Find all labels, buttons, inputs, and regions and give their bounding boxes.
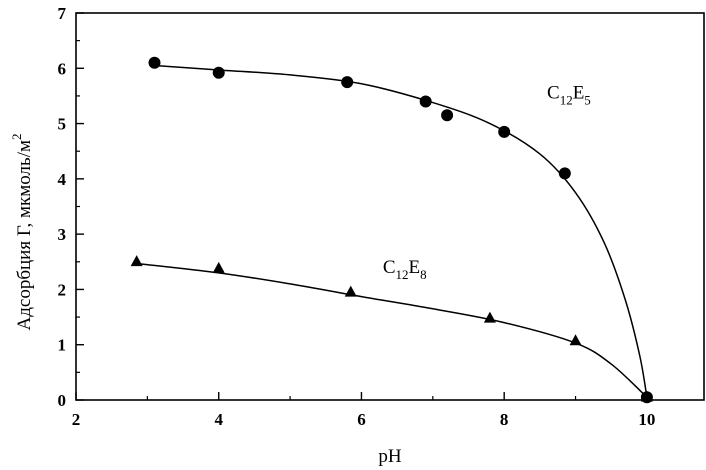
y-tick-label: 6 <box>58 59 67 78</box>
labels-layer: pH Адсорбция Γ, мкмоль/м2 <box>9 134 402 468</box>
series-label-part: E <box>409 257 421 278</box>
data-point-c12e5 <box>441 109 454 122</box>
y-tick-label: 2 <box>58 280 67 299</box>
series-label-c12e5: C12E5 <box>547 83 591 108</box>
data-point-c12e8 <box>130 255 143 267</box>
y-axis-label-text: Адсорбция Γ, мкмоль/м <box>14 140 35 331</box>
series-label-sub: 12 <box>396 267 409 282</box>
series-c12e8: C12E8 <box>130 255 653 402</box>
series-line-c12e8 <box>136 262 648 398</box>
data-point-c12e8 <box>483 311 496 323</box>
y-tick-label: 4 <box>58 170 67 189</box>
data-point-c12e5 <box>558 167 571 180</box>
x-tick-label: 4 <box>214 410 223 429</box>
series-label-sub: 8 <box>420 267 427 282</box>
y-tick-label: 0 <box>58 391 67 410</box>
series-line-c12e5 <box>154 64 648 398</box>
series-c12e5: C12E5 <box>148 56 653 404</box>
plot-frame <box>75 12 705 401</box>
y-axis-label-sup: 2 <box>9 134 24 141</box>
data-point-c12e5 <box>419 95 432 108</box>
data-point-c12e5 <box>498 125 511 138</box>
data-point-c12e5 <box>212 66 225 79</box>
x-tick-label: 10 <box>638 410 655 429</box>
data-point-c12e8 <box>344 285 357 297</box>
series-label-c12e8: C12E8 <box>383 257 427 282</box>
x-tick-label: 2 <box>72 410 81 429</box>
x-axis-label: pH <box>378 446 402 467</box>
data-point-c12e8 <box>569 334 582 346</box>
series-label-sub: 12 <box>560 93 573 108</box>
y-tick-label: 3 <box>58 225 67 244</box>
series-label-part: C <box>383 257 396 278</box>
data-point-c12e5 <box>148 56 161 69</box>
y-tick-label: 1 <box>58 336 67 355</box>
series-label-part: E <box>573 83 585 104</box>
data-point-c12e8 <box>212 261 225 273</box>
series-label-sub: 5 <box>584 93 591 108</box>
series-label-part: C <box>547 83 560 104</box>
y-tick-label: 5 <box>58 115 67 134</box>
y-tick-label: 7 <box>58 4 67 23</box>
x-tick-label: 8 <box>500 410 509 429</box>
y-axis-label: Адсорбция Γ, мкмоль/м2 <box>9 134 35 331</box>
x-tick-label: 6 <box>357 410 366 429</box>
data-point-c12e8 <box>640 390 653 402</box>
data-point-c12e5 <box>341 76 354 89</box>
